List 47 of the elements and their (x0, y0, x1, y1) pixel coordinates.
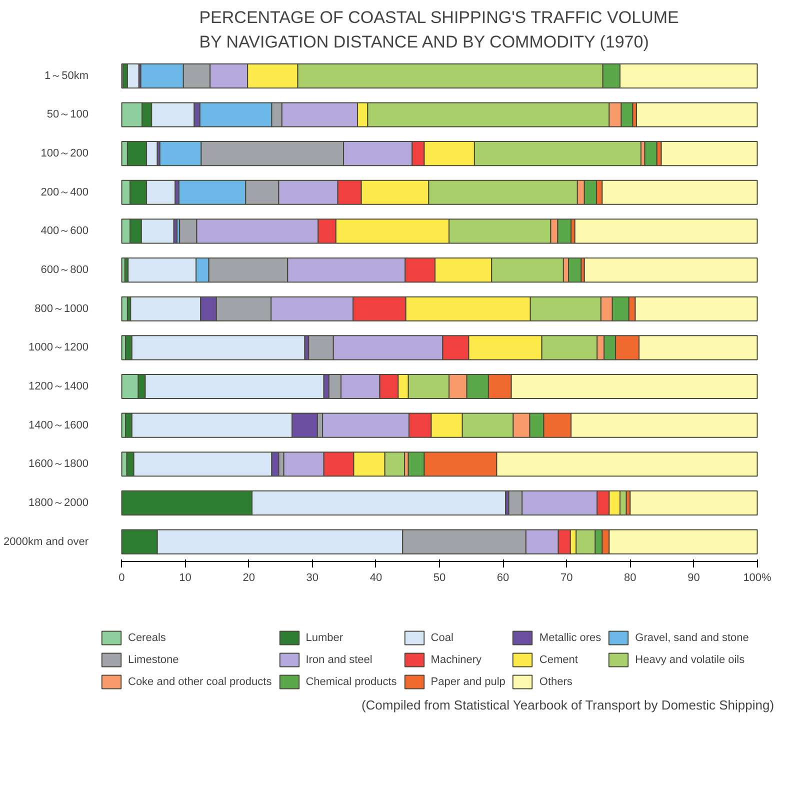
y-tick-label: 2000km and over (4, 536, 89, 548)
bar (126, 63, 140, 88)
bar (584, 257, 758, 283)
bar (644, 141, 658, 166)
x-tick-label: 10 (179, 572, 192, 584)
text: (Compiled from Statistical Yearbook of Transport by Domestic Shipping) (361, 698, 774, 712)
bar (630, 490, 758, 516)
bar (660, 141, 758, 166)
y-tick-label: 1800～2000 (28, 496, 89, 509)
y-tick-label: 1000～1200 (28, 342, 89, 354)
legend-label: Lumber (306, 632, 343, 644)
legend-label: Gravel, sand and stone (635, 632, 749, 644)
y-tick-label: 1600～1800 (28, 458, 89, 470)
bar (574, 218, 758, 244)
y-tick-label: 100～200 (40, 148, 89, 160)
legend-label: Cement (539, 654, 578, 666)
chart-title: PERCENTAGE OF COASTAL SHIPPING'S TRAFFIC VOLUME BY NAVIGATION DISTANCE AND BY COMMODITY (1970) (199, 8, 679, 52)
y-tick-label: 800～1000 (34, 302, 89, 315)
x-tick-label: 70 (560, 572, 573, 584)
x-tick-label: 90 (688, 572, 700, 584)
legend-label: Others (539, 676, 572, 688)
legend-label: Paper and pulp (430, 676, 506, 688)
x-tick-label: 0 (118, 572, 125, 584)
x-tick-label: 30 (306, 572, 319, 584)
y-tick-label: 1200～1400 (28, 380, 89, 392)
legend-label: Iron and steel (306, 654, 372, 666)
y-tick-label: 200～400 (40, 186, 89, 198)
legend-label: Cereals (128, 632, 166, 644)
legend-label: Coal (430, 632, 454, 644)
legend-label: Coke and other coal products (128, 676, 272, 688)
legend-label: Chemical products (306, 676, 397, 688)
y-tick-label: 600～800 (40, 264, 89, 276)
x-tick-label: 40 (370, 572, 382, 584)
legend-label: Heavy and volatile oils (635, 654, 745, 666)
x-tick-label: 80 (624, 572, 636, 584)
x-tick-label: 60 (496, 572, 510, 584)
x-tick-label: 100% (743, 572, 772, 584)
legend-label: Machinery (430, 654, 482, 666)
x-tick-label: 20 (242, 572, 255, 584)
y-tick-label: 50～100 (46, 108, 89, 121)
legend-label: Limestone (128, 654, 179, 666)
y-tick-label: 400～600 (40, 225, 89, 238)
legend-label: Metallic ores (539, 632, 602, 644)
bar (636, 102, 758, 128)
x-tick-label: 50 (433, 572, 446, 584)
y-tick-label: 1～50km (44, 70, 89, 82)
y-tick-label: 1400～1600 (28, 419, 89, 432)
